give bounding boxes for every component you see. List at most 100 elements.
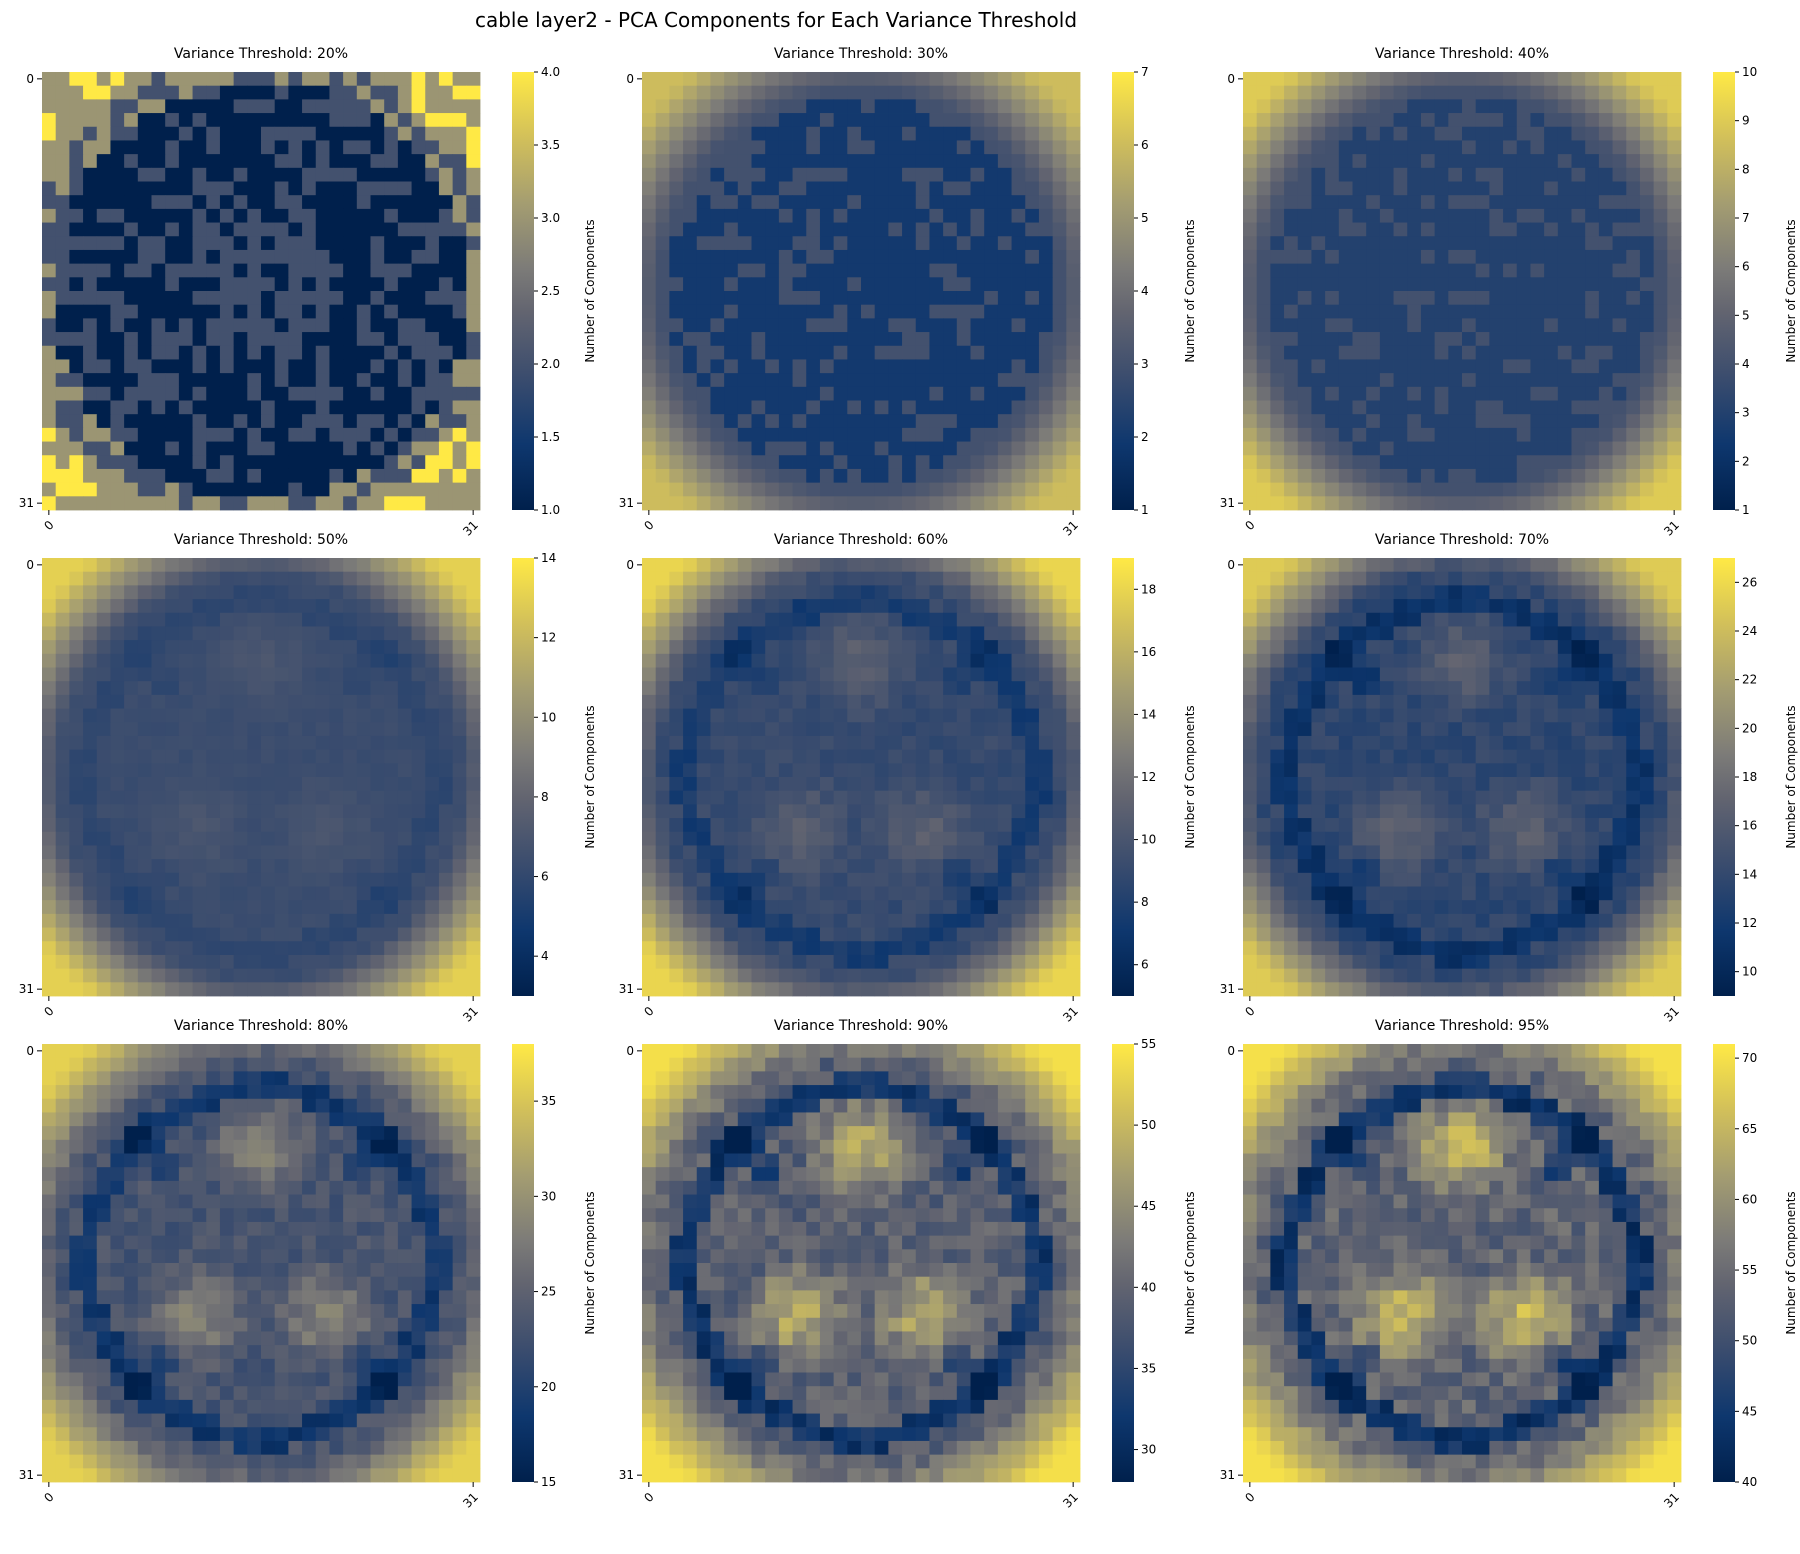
heatmap-cell: [384, 887, 398, 901]
heatmap-cell: [916, 277, 930, 291]
heatmap-cell: [1243, 86, 1257, 100]
heatmap-cell: [1462, 99, 1476, 113]
heatmap-cell: [1012, 455, 1026, 469]
heatmap-cell: [97, 387, 111, 401]
heatmap-cell: [1435, 209, 1449, 223]
heatmap-cell: [1558, 99, 1572, 113]
heatmap-cell: [83, 736, 97, 750]
heatmap-cell: [1503, 72, 1517, 86]
heatmap-cell: [697, 722, 711, 736]
heatmap-cell: [302, 668, 316, 682]
heatmap-cell: [1298, 469, 1312, 483]
heatmap-cell: [1066, 804, 1080, 818]
heatmap-cell: [124, 236, 138, 250]
heatmap-cell: [902, 332, 916, 346]
heatmap-cell: [1311, 86, 1325, 100]
heatmap-cell: [329, 387, 343, 401]
heatmap-cell: [1066, 572, 1080, 586]
heatmap-cell: [124, 887, 138, 901]
heatmap-cell: [929, 127, 943, 141]
heatmap-cell: [984, 401, 998, 415]
heatmap-cell: [288, 709, 302, 723]
heatmap-cell: [752, 72, 766, 86]
heatmap-cell: [138, 346, 152, 360]
heatmap-cell: [806, 845, 820, 859]
heatmap-cell: [971, 681, 985, 695]
heatmap-cell: [453, 469, 467, 483]
heatmap-cell: [412, 859, 426, 873]
heatmap-cell: [1380, 127, 1394, 141]
heatmap-cell: [752, 873, 766, 887]
heatmap-cell: [984, 750, 998, 764]
heatmap-cell: [384, 250, 398, 264]
heatmap-cell: [834, 99, 848, 113]
heatmap-cell: [1339, 332, 1353, 346]
heatmap-cell: [738, 483, 752, 497]
heatmap-cell: [1558, 86, 1572, 100]
heatmap-cell: [1585, 277, 1599, 291]
heatmap-cell: [316, 305, 330, 319]
heatmap-cell: [847, 332, 861, 346]
heatmap-cell: [984, 86, 998, 100]
heatmap-cell: [916, 585, 930, 599]
heatmap-cell: [152, 277, 166, 291]
heatmap-cell: [642, 558, 656, 572]
heatmap-cell: [752, 401, 766, 415]
heatmap-cell: [1517, 455, 1531, 469]
heatmap-cell: [1476, 277, 1490, 291]
heatmap-cell: [453, 483, 467, 497]
heatmap-cell: [697, 736, 711, 750]
heatmap-cell: [247, 654, 261, 668]
heatmap-cell: [1339, 346, 1353, 360]
heatmap-cell: [179, 928, 193, 942]
heatmap-cell: [765, 804, 779, 818]
heatmap-cell: [1325, 455, 1339, 469]
heatmap-cell: [425, 900, 439, 914]
heatmap-cell: [1667, 496, 1681, 510]
heatmap-cell: [83, 140, 97, 154]
heatmap-cell: [165, 626, 179, 640]
heatmap-cell: [56, 318, 70, 332]
heatmap-cell: [683, 182, 697, 196]
heatmap-cell: [1599, 359, 1613, 373]
heatmap-cell: [247, 887, 261, 901]
heatmap-cell: [1366, 168, 1380, 182]
heatmap-cell: [888, 736, 902, 750]
heatmap-cell: [847, 599, 861, 613]
heatmap-cell: [888, 305, 902, 319]
heatmap-cell: [1053, 469, 1067, 483]
heatmap-cell: [371, 791, 385, 805]
heatmap-cell: [984, 777, 998, 791]
heatmap-cell: [329, 195, 343, 209]
heatmap-cell: [1476, 209, 1490, 223]
heatmap-cell: [902, 873, 916, 887]
heatmap-cell: [943, 599, 957, 613]
heatmap-cell: [206, 250, 220, 264]
heatmap-cell: [466, 887, 480, 901]
heatmap-cell: [1066, 681, 1080, 695]
heatmap-cell: [834, 72, 848, 86]
heatmap-cell: [779, 585, 793, 599]
heatmap-cell: [656, 72, 670, 86]
heatmap-cell: [1476, 469, 1490, 483]
heatmap-cell: [193, 750, 207, 764]
heatmap-cell: [343, 914, 357, 928]
heatmap-cell: [234, 928, 248, 942]
heatmap-cell: [1394, 401, 1408, 415]
heatmap-cell: [806, 359, 820, 373]
heatmap-cell: [847, 496, 861, 510]
heatmap-cell: [220, 668, 234, 682]
heatmap-cell: [971, 154, 985, 168]
colorbar-tick-label: 3.5: [541, 138, 560, 152]
heatmap-cell: [642, 209, 656, 223]
heatmap-cell: [1270, 127, 1284, 141]
heatmap-cell: [357, 585, 371, 599]
heatmap-cell: [83, 99, 97, 113]
heatmap-cell: [998, 599, 1012, 613]
heatmap-cell: [943, 113, 957, 127]
heatmap-cell: [1025, 722, 1039, 736]
heatmap-cell: [669, 887, 683, 901]
heatmap-cell: [971, 654, 985, 668]
heatmap-cell: [425, 236, 439, 250]
heatmap-cell: [697, 99, 711, 113]
